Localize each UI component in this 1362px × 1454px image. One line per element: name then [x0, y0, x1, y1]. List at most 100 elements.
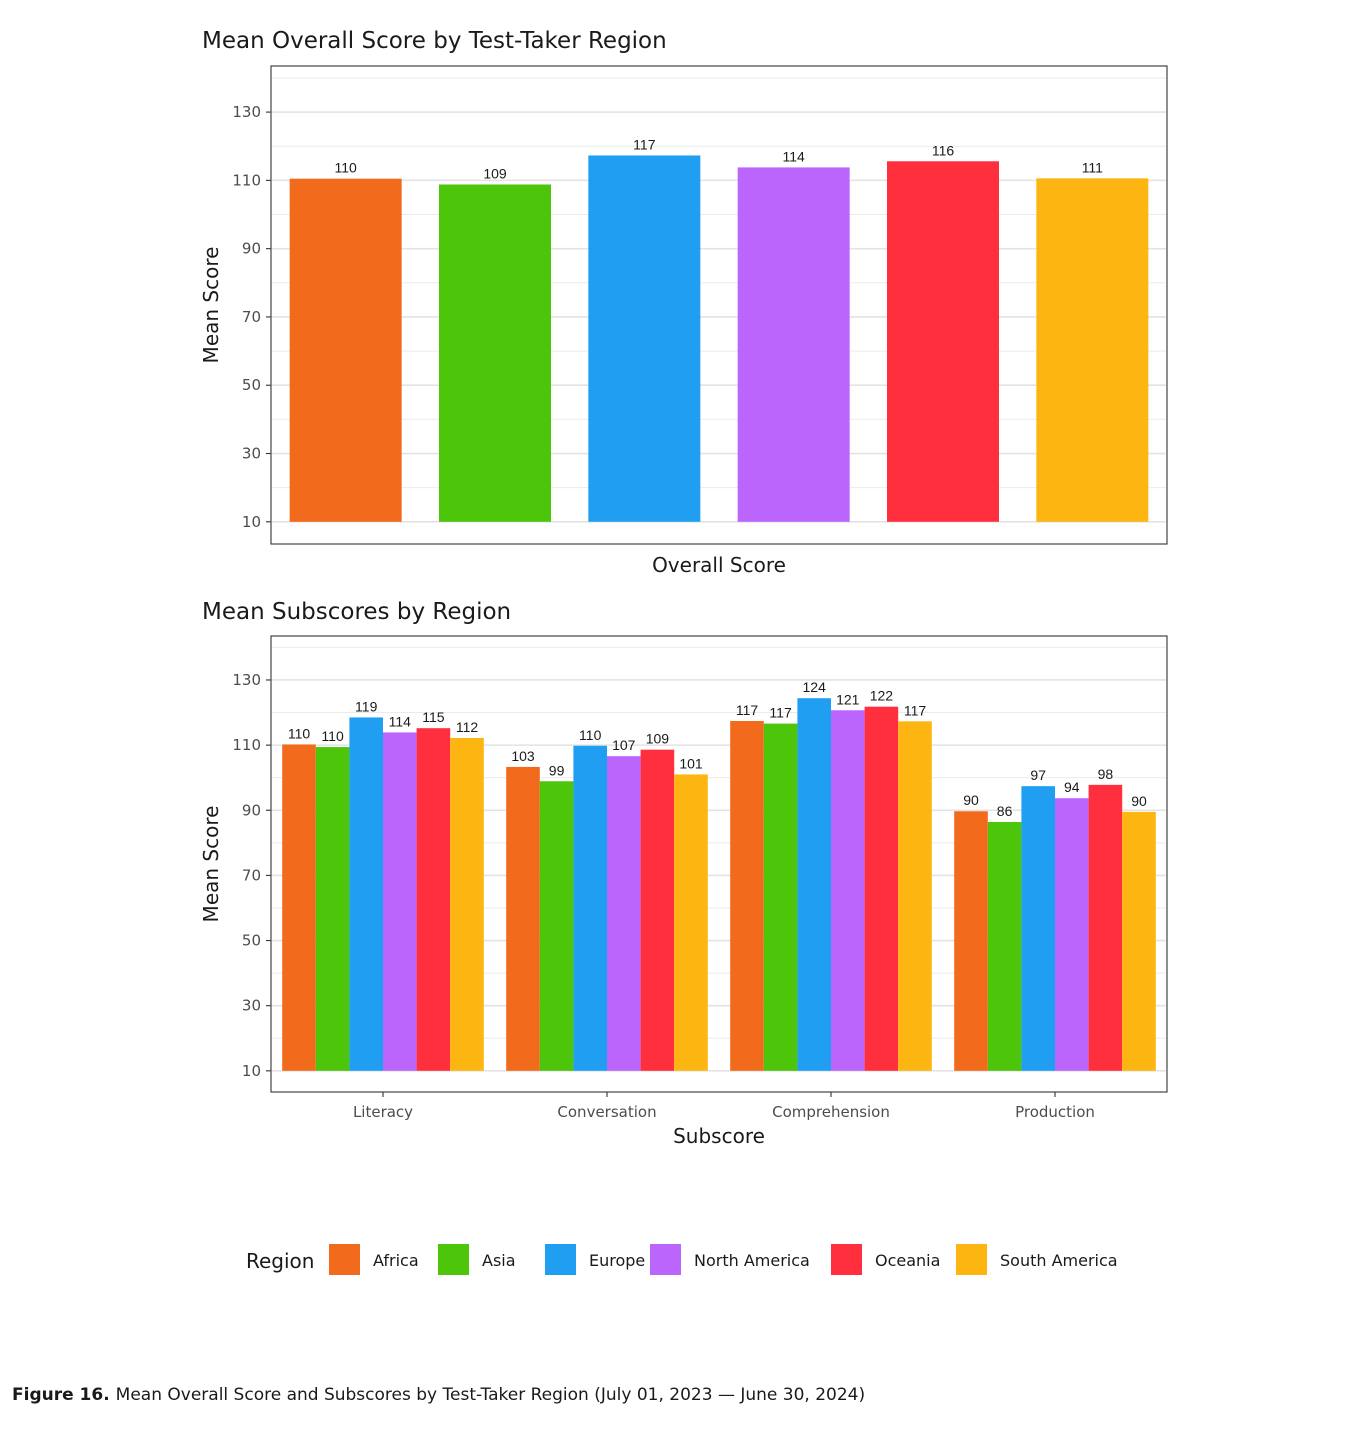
bar-asia-production	[987, 821, 1022, 1071]
bar-africa	[289, 178, 402, 522]
bar-value-label: 111	[1082, 159, 1103, 175]
bar-north-america-production	[1055, 798, 1089, 1071]
bar-value-label: 86	[997, 803, 1013, 819]
legend-label: Europe	[589, 1251, 645, 1270]
caption-label: Figure 16.	[12, 1385, 110, 1405]
bar-value-label: 97	[1030, 767, 1046, 783]
legend-title: Region	[246, 1249, 314, 1273]
y-tick-label: 110	[232, 171, 261, 189]
x-tick-label: Conversation	[557, 1103, 656, 1121]
bar-value-label: 109	[646, 731, 670, 747]
chart2-title: Mean Subscores by Region	[202, 599, 511, 625]
y-tick-label: 10	[242, 513, 261, 531]
bar-value-label: 101	[679, 755, 703, 771]
bar-africa-comprehension	[730, 721, 764, 1071]
legend-label: South America	[1000, 1251, 1118, 1270]
bar-south-america	[1036, 178, 1149, 522]
legend-swatch-oceania	[831, 1244, 862, 1275]
chart1-x-axis-title: Overall Score	[652, 553, 786, 577]
chart2-y-axis-title: Mean Score	[199, 806, 223, 923]
bar-north-america-comprehension	[831, 710, 865, 1071]
legend-label: Oceania	[875, 1251, 940, 1270]
bar-value-label: 98	[1098, 766, 1114, 782]
y-tick-label: 90	[242, 801, 261, 819]
bar-europe-conversation	[573, 745, 607, 1071]
bar-africa-production	[954, 811, 988, 1071]
y-tick-label: 110	[232, 736, 261, 754]
bar-value-label: 117	[736, 702, 759, 718]
chart1-title: Mean Overall Score by Test-Taker Region	[202, 28, 667, 54]
bar-value-label: 103	[511, 748, 535, 764]
bar-oceania	[887, 161, 999, 522]
y-tick-label: 130	[232, 103, 261, 121]
legend: Region Africa Asia Europe North America Ocea…	[246, 1244, 1118, 1275]
bar-europe-production	[1021, 786, 1055, 1071]
bar-value-label: 99	[549, 762, 565, 778]
bar-value-label: 114	[389, 713, 412, 729]
bar-south-america-literacy	[450, 737, 484, 1071]
bar-value-label: 110	[579, 727, 602, 743]
bar-north-america-conversation	[607, 756, 641, 1071]
bar-south-america-production	[1122, 811, 1156, 1071]
bar-north-america	[737, 167, 850, 522]
bar-asia	[439, 184, 551, 522]
bar-south-america-comprehension	[898, 721, 932, 1071]
x-tick-label: Production	[1015, 1103, 1095, 1121]
y-tick-label: 130	[232, 671, 261, 689]
bar-value-label: 94	[1064, 779, 1080, 795]
bar-north-america-literacy	[383, 732, 417, 1071]
bar-value-label: 90	[1131, 793, 1147, 809]
bar-value-label: 116	[932, 142, 955, 158]
bar-value-label: 110	[335, 160, 358, 176]
bar-value-label: 117	[769, 705, 792, 721]
y-tick-label: 30	[242, 997, 261, 1015]
bar-oceania-production	[1088, 784, 1123, 1071]
caption-text: Mean Overall Score and Subscores by Test…	[115, 1385, 866, 1405]
legend-label: Africa	[373, 1251, 419, 1270]
bar-value-label: 122	[870, 688, 894, 704]
y-tick-label: 30	[242, 445, 261, 463]
y-tick-label: 10	[242, 1062, 261, 1080]
figure-caption: Figure 16. Mean Overall Score and Subscor…	[12, 1385, 865, 1405]
bar-africa-conversation	[506, 766, 540, 1071]
bar-value-label: 117	[904, 702, 927, 718]
bar-value-label: 124	[803, 679, 827, 695]
bar-value-label: 109	[483, 165, 507, 181]
bar-africa-literacy	[282, 744, 316, 1071]
bar-asia-conversation	[539, 781, 574, 1071]
legend-swatch-north-america	[650, 1244, 681, 1275]
legend-swatch-europe	[545, 1244, 576, 1275]
bar-value-label: 90	[963, 792, 979, 808]
chart2-bars: 110 110 119 114 115 112 103 99 110 107 109 101 117 11…	[282, 679, 1156, 1071]
y-tick-label: 70	[242, 866, 261, 884]
bar-value-label: 107	[612, 737, 636, 753]
bar-value-label: 110	[288, 725, 311, 741]
bar-value-label: 110	[321, 728, 344, 744]
legend-label: North America	[694, 1251, 810, 1270]
y-tick-label: 70	[242, 308, 261, 326]
bar-oceania-literacy	[416, 728, 451, 1071]
bar-value-label: 119	[355, 698, 378, 714]
y-tick-label: 50	[242, 932, 261, 950]
legend-label: Asia	[482, 1251, 516, 1270]
chart1-bars: 110 109 117 114 116 111	[289, 136, 1149, 522]
legend-swatch-south-america	[956, 1244, 987, 1275]
chart1-panel-border	[270, 65, 1168, 545]
bar-value-label: 115	[422, 709, 445, 725]
legend-swatch-africa	[329, 1244, 360, 1275]
bar-oceania-conversation	[640, 749, 675, 1071]
bar-europe-literacy	[349, 717, 383, 1071]
bar-value-label: 121	[836, 691, 860, 707]
bar-value-label: 112	[456, 719, 479, 735]
x-tick-label: Comprehension	[772, 1103, 890, 1121]
bar-europe-comprehension	[797, 698, 831, 1071]
bar-europe	[588, 155, 701, 522]
chart2-panel-border	[270, 635, 1168, 1093]
chart1-y-axis-title: Mean Score	[199, 247, 223, 364]
legend-swatch-asia	[438, 1244, 469, 1275]
y-tick-label: 90	[242, 240, 261, 258]
bar-value-label: 114	[783, 148, 806, 164]
bar-south-america-conversation	[674, 774, 708, 1071]
x-tick-label: Literacy	[353, 1103, 413, 1121]
